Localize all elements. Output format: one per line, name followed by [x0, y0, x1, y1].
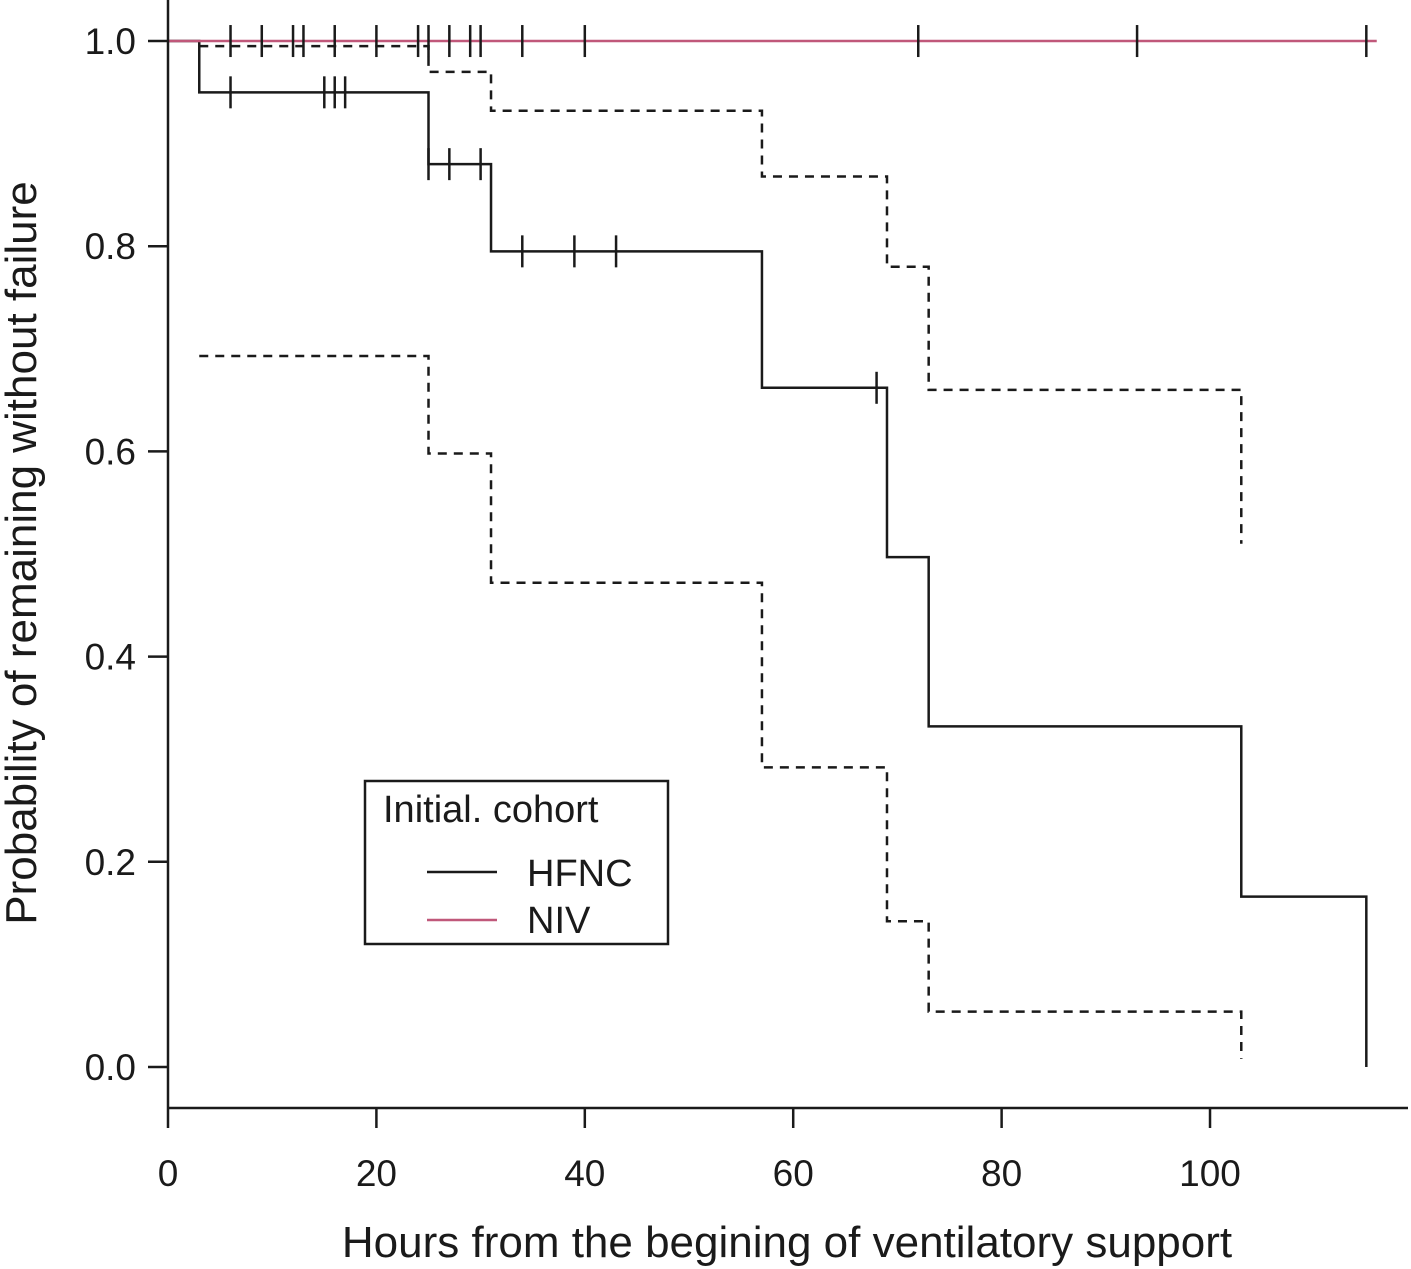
- y-tick-label: 0.2: [85, 842, 136, 883]
- y-tick-label: 0.4: [85, 637, 136, 678]
- legend-title: Initial. cohort: [383, 789, 599, 831]
- x-tick-label: 20: [356, 1153, 397, 1194]
- y-axis-title: Probability of remaining without failure: [0, 181, 46, 925]
- x-tick-label: 80: [981, 1153, 1022, 1194]
- y-tick-label: 0.6: [85, 431, 136, 472]
- censor-marks: [229, 25, 1368, 404]
- x-tick-label: 0: [158, 1153, 179, 1194]
- x-tick-label: 40: [564, 1153, 605, 1194]
- x-tick-label: 100: [1179, 1153, 1241, 1194]
- y-tick-label: 1.0: [85, 21, 136, 62]
- x-axis: 0 20 40 60 80 100: [158, 1106, 1408, 1194]
- series-line-hfnc-95-ci-upper: [199, 44, 1243, 544]
- y-tick-label: 0.8: [85, 226, 136, 267]
- series-line-hfnc-95-ci-lower: [199, 354, 1243, 1059]
- x-tick-label: 60: [773, 1153, 814, 1194]
- legend-label-hfnc: HFNC: [527, 853, 633, 895]
- series-line-hfnc: [168, 39, 1368, 1067]
- legend: Initial. cohort HFNC NIV: [363, 779, 670, 946]
- y-axis: 0.0 0.2 0.4 0.6 0.8 1.0: [85, 0, 170, 1108]
- x-axis-title: Hours from the begining of ventilatory s…: [342, 1218, 1232, 1267]
- legend-box: [363, 779, 670, 946]
- plot-lines: [168, 39, 1377, 1067]
- legend-label-niv: NIV: [527, 900, 591, 942]
- y-tick-label: 0.0: [85, 1047, 136, 1088]
